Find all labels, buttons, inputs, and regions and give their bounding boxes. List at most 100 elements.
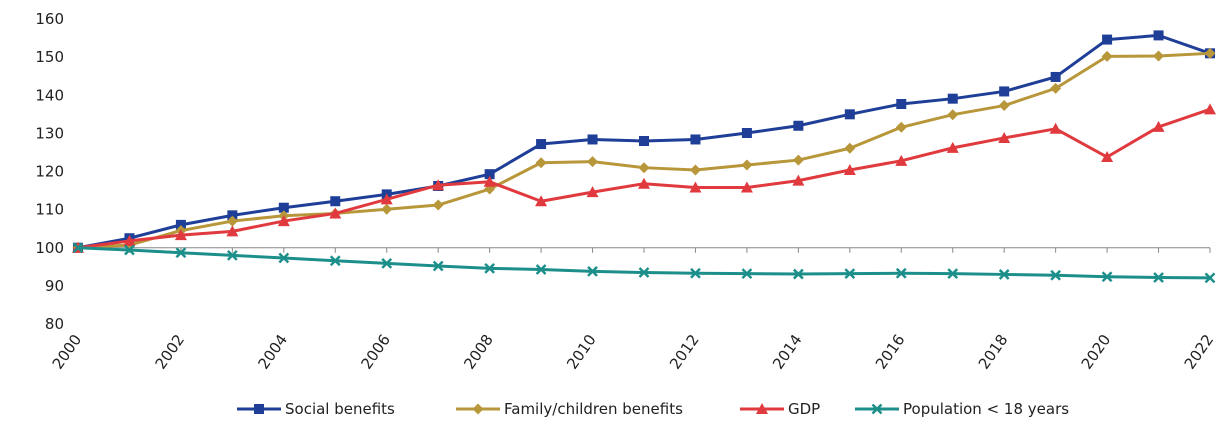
data-point-population-18-years-2020-stroke [1101, 271, 1113, 283]
data-point-population-18-years-2002 [175, 247, 187, 259]
legend-marker-family-children-benefits [472, 403, 484, 415]
data-point-family-children-benefits-2011 [638, 162, 650, 174]
data-point-family-children-benefits-2018 [998, 100, 1010, 112]
data-point-gdp-2012 [689, 181, 702, 193]
data-point-family-children-benefits-2022 [1204, 47, 1216, 59]
data-point-population-18-years-2011-stroke [638, 267, 650, 278]
data-point-family-children-benefits-2016 [895, 121, 907, 133]
legend-marker-population-18-years [871, 403, 883, 415]
data-point-social-benefits-2017 [947, 93, 958, 104]
legend-label-gdp: GDP [788, 400, 820, 418]
y-tick-label-140: 140 [35, 86, 64, 104]
data-point-social-benefits-2013 [741, 127, 752, 138]
series-population-18-years [72, 242, 1216, 284]
data-point-gdp-2011 [638, 177, 650, 189]
data-point-gdp-2002 [174, 229, 187, 241]
series-family-children-benefits [72, 47, 1216, 254]
x-tick-label-2012: 2012 [666, 331, 703, 373]
x-tick-label-2008: 2008 [460, 331, 497, 373]
y-tick-label-120: 120 [35, 163, 64, 181]
legend-marker-social-benefits [254, 404, 264, 414]
y-tick-label-80: 80 [45, 315, 64, 333]
data-point-family-children-benefits-2010 [587, 156, 599, 168]
data-point-population-18-years-2000-stroke [72, 242, 84, 254]
data-point-gdp-2019 [1049, 122, 1062, 134]
data-point-family-children-benefits-2007 [432, 199, 444, 211]
legend: Social benefits Family/children benefits G… [237, 400, 1069, 418]
data-point-population-18-years-2020 [1101, 271, 1113, 283]
data-point-population-18-years-2014 [792, 268, 804, 280]
data-point-social-benefits-2020 [1102, 34, 1113, 45]
data-point-gdp-2018 [998, 131, 1011, 143]
x-tick-label-2022: 2022 [1181, 331, 1218, 373]
series-gdp [72, 103, 1216, 253]
x-tick-label-2018: 2018 [975, 331, 1012, 373]
data-point-population-18-years-2003 [226, 249, 238, 261]
data-point-gdp-2020 [1101, 151, 1114, 163]
data-point-family-children-benefits-2012 [689, 164, 701, 176]
data-point-population-18-years-2011 [638, 267, 650, 278]
x-axis: 2000 2002 2004 2006 2008 2010 2012 2014 2016 2018… [49, 247, 1218, 373]
data-point-family-children-benefits-2020 [1101, 50, 1113, 62]
x-tick-label-2016: 2016 [872, 331, 909, 373]
data-point-population-18-years-2002-stroke [175, 247, 187, 259]
data-point-population-18-years-2019 [1050, 269, 1062, 281]
data-point-population-18-years-2004-stroke [278, 252, 290, 264]
data-point-population-18-years-2005-stroke [329, 255, 341, 267]
data-point-population-18-years-2019-stroke [1050, 269, 1062, 281]
data-point-population-18-years-2013-stroke [741, 268, 753, 280]
legend-label-family-children-benefits: Family/children benefits [504, 400, 683, 418]
data-point-social-benefits-2002 [175, 219, 186, 230]
data-point-family-children-benefits-2013 [741, 159, 753, 171]
data-point-population-18-years-2022 [1204, 272, 1216, 284]
data-point-population-18-years-2016-stroke [895, 267, 907, 279]
data-point-population-18-years-2022-stroke [1204, 272, 1216, 284]
data-point-social-benefits-2021 [1153, 30, 1164, 41]
data-point-family-children-benefits-2015 [844, 142, 856, 154]
y-tick-label-100: 100 [35, 239, 64, 257]
data-point-population-18-years-2016 [895, 267, 907, 279]
data-point-social-benefits-2018 [999, 86, 1010, 97]
data-point-population-18-years-2007 [432, 260, 444, 272]
data-point-social-benefits-2019 [1050, 71, 1061, 82]
data-point-social-benefits-2005 [330, 196, 341, 207]
data-point-population-18-years-2014-stroke [792, 268, 804, 280]
legend-item-population-18-years: Population < 18 years [855, 400, 1069, 418]
data-point-population-18-years-2008-stroke [484, 262, 496, 274]
data-point-population-18-years-2017-stroke [947, 268, 959, 280]
data-point-population-18-years-2012-stroke [690, 267, 701, 279]
data-point-population-18-years-2015 [844, 268, 856, 280]
data-point-population-18-years-2006 [381, 257, 393, 269]
legend-item-social-benefits: Social benefits [237, 400, 395, 418]
data-point-gdp-2001 [123, 234, 136, 246]
data-point-population-18-years-2021-stroke [1153, 272, 1164, 283]
y-tick-label-90: 90 [45, 277, 64, 295]
data-point-gdp-2021 [1152, 120, 1165, 132]
data-point-population-18-years-2018-stroke [998, 269, 1010, 280]
data-point-social-benefits-2009 [536, 139, 547, 150]
data-point-gdp-2017 [946, 141, 959, 153]
data-point-population-18-years-2015-stroke [844, 268, 856, 280]
legend-label-social-benefits: Social benefits [285, 400, 395, 418]
data-point-family-children-benefits-2006 [381, 203, 393, 215]
data-point-family-children-benefits-2019 [1050, 82, 1062, 94]
data-point-population-18-years-2004 [278, 252, 290, 264]
data-point-population-18-years-2009-stroke [535, 264, 547, 275]
data-point-social-benefits-2008 [484, 169, 495, 180]
data-point-family-children-benefits-2017 [947, 109, 959, 121]
legend-label-population-18-years: Population < 18 years [903, 400, 1069, 418]
x-tick-label-2014: 2014 [769, 331, 806, 373]
data-point-population-18-years-2012 [690, 267, 701, 279]
data-point-social-benefits-2016 [896, 99, 907, 110]
legend-item-family-children-benefits: Family/children benefits [456, 400, 683, 418]
y-tick-label-150: 150 [35, 48, 64, 66]
data-point-gdp-2013 [740, 181, 753, 193]
data-point-social-benefits-2015 [844, 109, 855, 120]
data-point-family-children-benefits-2021 [1153, 50, 1165, 62]
data-point-gdp-2008 [483, 175, 496, 187]
y-axis: 80 90 100 110 120 130 140 150 160 [35, 10, 64, 333]
data-point-population-18-years-2007-stroke [432, 260, 444, 272]
data-point-gdp-2004 [277, 215, 290, 227]
x-tick-label-2004: 2004 [254, 331, 291, 373]
